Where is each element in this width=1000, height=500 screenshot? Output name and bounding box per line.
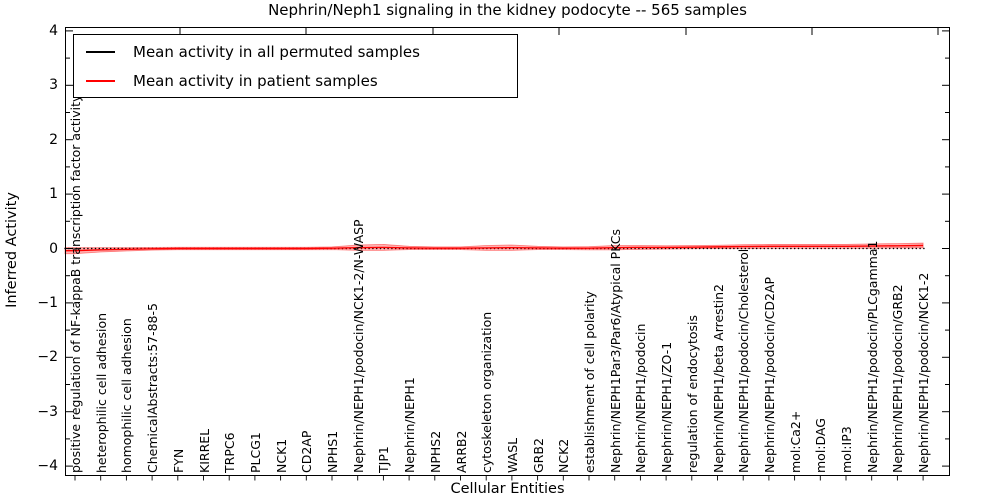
y-tick-label: 3 (49, 77, 58, 94)
chart-title: Nephrin/Neph1 signaling in the kidney po… (268, 1, 747, 19)
legend-entry: Mean activity in all permuted samples (74, 37, 517, 66)
y-tick-label: 0 (49, 240, 58, 257)
x-axis-label: Cellular Entities (450, 481, 565, 497)
chart-canvas (64, 27, 950, 481)
legend-permuted-line-sample (86, 50, 115, 53)
legend-permuted-label: Mean activity in all permuted samples (133, 42, 420, 61)
y-tick-label: 2 (49, 131, 58, 148)
y-tick-label: −3 (37, 403, 58, 420)
legend-entry: Mean activity in patient samples (74, 66, 517, 95)
y-tick-label: −2 (37, 349, 58, 366)
y-tick-label: 1 (49, 186, 58, 203)
legend-patient-line-sample (86, 79, 115, 82)
legend: Mean activity in all permuted samples Me… (73, 34, 518, 98)
legend-patient-label: Mean activity in patient samples (133, 71, 378, 90)
y-tick-label: −4 (37, 458, 58, 475)
y-tick-label: −1 (37, 294, 58, 311)
y-tick-label: 4 (49, 22, 58, 39)
